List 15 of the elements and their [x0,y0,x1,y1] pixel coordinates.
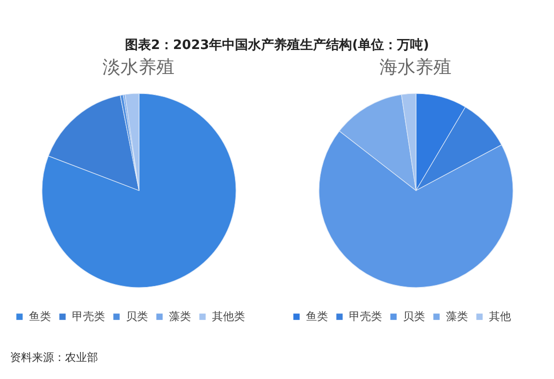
legend-label: 鱼类 [306,310,328,323]
text: 资料来源：农业部 [10,350,98,365]
pie-slice [42,93,236,288]
chart-title: 海水养殖 [378,56,452,80]
legend-label: 贝类 [403,310,425,323]
legend-label: 藻类 [169,310,191,323]
text: 图表2：2023年中国水产养殖生产结构(单位：万吨) [124,36,430,54]
legend-label: 鱼类 [29,310,51,323]
chart-title: 淡水养殖 [102,56,176,80]
legend-label: 甲壳类 [72,310,105,323]
legend-label: 其他类 [212,310,245,323]
legend-label: 藻类 [446,310,468,323]
legend-label: 贝类 [126,310,148,323]
legend-label: 其他 [489,310,511,323]
legend-label: 甲壳类 [349,310,382,323]
